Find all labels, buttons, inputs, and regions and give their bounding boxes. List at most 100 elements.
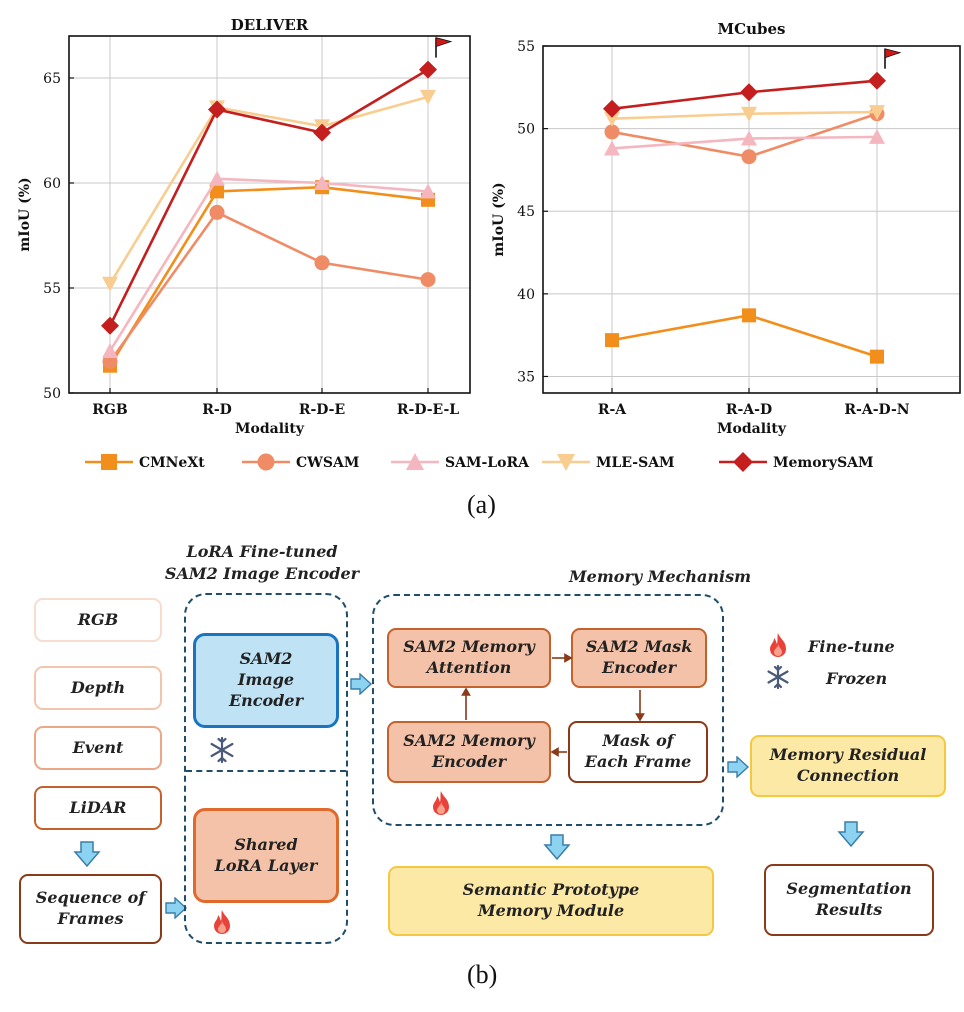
series-line-cmnext <box>108 185 429 367</box>
data-point-cwsam <box>314 255 330 271</box>
plot-frame <box>542 45 961 394</box>
x-tick-label: R-A <box>598 402 627 418</box>
data-point-cwsam <box>604 124 620 140</box>
caption-a: (a) <box>467 490 496 519</box>
snowflake-icon <box>210 736 234 764</box>
right-arrow-icon <box>165 897 188 919</box>
data-point-mle-sam <box>741 106 757 122</box>
x-tick-label: R-A-D-N <box>844 402 909 418</box>
data-point-cmnext <box>210 184 224 199</box>
legend-label-mle-sam: MLE-SAM <box>596 455 675 471</box>
legend-marker-memorysam <box>733 452 753 472</box>
x-tick-label: R-D-E-L <box>397 402 459 418</box>
memory-group-frame <box>372 594 724 826</box>
y-tick-label: 60 <box>43 176 61 192</box>
memory-attention-box: SAM2 Memory Attention <box>387 628 551 688</box>
data-point-sam-lora <box>102 343 118 358</box>
data-point-memorysam <box>208 100 226 119</box>
y-axis-label: mIoU (%) <box>491 182 507 256</box>
caption-b: (b) <box>467 960 498 989</box>
data-point-sam-lora <box>420 183 436 199</box>
x-tick-label: R-A-D <box>726 402 772 418</box>
flag-icon <box>884 48 902 59</box>
chart-legend: CMNeXt CWSAM SAM-LoRA MLE-SAM MemorySAM <box>85 452 874 472</box>
modality-event: Event <box>34 726 162 770</box>
x-tick-label: R-D-E <box>299 402 345 418</box>
charts-panel: 50 55 60 65 RGB R-D R-D-E R-D-E-L DELIVER Modalit… <box>17 16 961 472</box>
data-point-cmnext <box>605 333 619 348</box>
legend-finetune-label: Fine-tune <box>808 637 895 656</box>
y-tick-label: 55 <box>517 39 535 55</box>
data-point-cmnext <box>870 349 884 364</box>
data-point-sam-lora <box>209 170 225 186</box>
y-tick-label: 45 <box>517 204 535 220</box>
segmentation-results-box: Segmentation Results <box>764 864 934 936</box>
series-line-mle-sam <box>108 95 429 285</box>
down-arrow-icon <box>543 834 571 861</box>
plot-frame <box>68 35 471 394</box>
data-point-sam-lora <box>741 130 757 146</box>
x-tick-label: R-D <box>202 402 232 418</box>
fire-icon <box>770 633 786 657</box>
right-arrow-icon <box>350 673 373 695</box>
snowflake-icon <box>767 664 789 690</box>
y-axis-label: mIoU (%) <box>17 177 33 251</box>
memory-encoder-box: SAM2 Memory Encoder <box>387 721 551 783</box>
modality-lidar: LiDAR <box>34 786 162 830</box>
memory-group-title: Memory Mechanism <box>568 567 752 586</box>
data-point-memorysam <box>603 99 621 118</box>
data-point-cmnext <box>742 308 756 323</box>
semantic-prototype-box: Semantic Prototype Memory Module <box>388 866 714 936</box>
series-line-memorysam <box>108 68 429 327</box>
right-arrow-icon <box>727 756 750 778</box>
down-arrow-icon <box>73 841 101 868</box>
x-axis-label: Modality <box>235 421 305 437</box>
modality-rgb: RGB <box>34 598 162 642</box>
data-point-sam-lora <box>869 128 885 144</box>
sequence-of-frames-box: Sequence of Frames <box>19 874 162 944</box>
data-point-mle-sam <box>604 111 620 127</box>
data-point-memorysam <box>313 123 331 142</box>
legend-label-sam-lora: SAM-LoRA <box>445 455 530 471</box>
legend-label-cmnext: CMNeXt <box>139 455 205 471</box>
chart-title: MCubes <box>718 20 786 38</box>
down-arrow-icon <box>837 821 865 848</box>
chart-title: DELIVER <box>231 16 309 34</box>
series-line-sam-lora <box>108 177 429 352</box>
data-point-memorysam <box>868 71 886 90</box>
y-tick-label: 40 <box>517 287 535 303</box>
series-line-cwsam <box>108 210 429 363</box>
y-tick-label: 35 <box>517 369 535 385</box>
legend-marker-mle-sam <box>557 454 575 471</box>
flag-icon <box>435 37 453 48</box>
data-point-cwsam <box>209 204 225 220</box>
data-point-memorysam <box>419 60 437 79</box>
x-axis-label: Modality <box>717 421 787 437</box>
encoder-group-frame <box>184 593 348 944</box>
data-point-cwsam <box>420 272 436 288</box>
data-point-mle-sam <box>869 105 885 121</box>
legend-frozen-label: Frozen <box>826 669 888 688</box>
y-tick-label: 55 <box>43 281 61 297</box>
data-point-mle-sam <box>420 89 436 105</box>
image-encoder-box: SAM2 Image Encoder <box>193 633 339 728</box>
encoder-group-title: LoRA Fine-tuned SAM2 Image Encoder <box>164 542 360 583</box>
legend-marker-sam-lora <box>406 453 424 470</box>
mask-each-frame-box: Mask of Each Frame <box>568 721 708 783</box>
series-line-cwsam <box>611 112 878 159</box>
legend-label-cwsam: CWSAM <box>296 455 359 471</box>
data-point-memorysam <box>740 83 758 102</box>
chart-mcubes: 35 40 45 50 55 R-A R-A-D R-A-D-N MCubes Modality m… <box>491 20 961 437</box>
legend-label-memorysam: MemorySAM <box>773 455 874 471</box>
chart-deliver: 50 55 60 65 RGB R-D R-D-E R-D-E-L DELIVER Modalit… <box>17 16 471 437</box>
memory-residual-box: Memory Residual Connection <box>750 735 946 797</box>
y-tick-label: 50 <box>517 122 535 138</box>
legend-marker-cwsam <box>257 453 275 471</box>
data-point-sam-lora <box>604 140 620 156</box>
fire-icon <box>214 910 230 934</box>
x-tick-label: RGB <box>92 402 128 418</box>
encoder-group-divider <box>186 770 346 772</box>
y-tick-label: 65 <box>43 71 61 87</box>
data-point-mle-sam <box>102 276 118 292</box>
fire-icon <box>433 791 449 815</box>
